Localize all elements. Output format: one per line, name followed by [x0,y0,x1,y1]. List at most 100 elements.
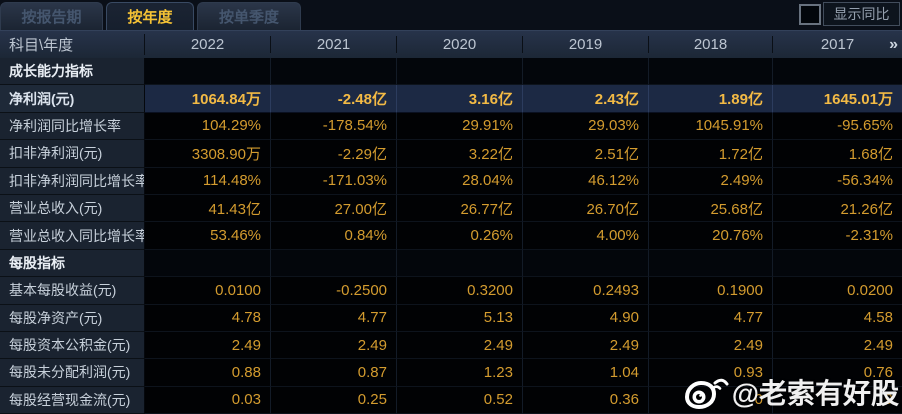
table-row[interactable]: 营业总收入(元) 41.43亿 27.00亿 26.77亿 26.70亿 25.68亿 21… [0,194,902,223]
tab-by-year[interactable]: 按年度 [106,2,194,30]
value-cell: 5.13 [397,304,523,332]
value-cell [397,249,523,278]
value-cell: 0.36 [523,386,649,414]
value-cell: 0.87 [271,359,397,387]
value-cell: 4.77 [271,304,397,332]
value-cell: 0.1900 [649,277,773,305]
table-row[interactable]: 每股资本公积金(元) 2.49 2.49 2.49 2.49 2.49 2.49 [0,331,902,360]
value-cell: 0.3200 [397,277,523,305]
row-label: 营业总收入(元) [0,194,145,223]
value-cell: 0.25 [271,386,397,414]
year-header-2018[interactable]: 2018 [649,36,773,53]
tab-by-quarter[interactable]: 按单季度 [197,2,301,30]
row-label: 扣非净利润同比增长率 [0,167,145,195]
value-cell: 4.78 [145,304,271,332]
value-cell: 0.0100 [145,277,271,305]
section-header-row: 成长能力指标 [0,58,902,86]
value-cell: 114.48% [145,167,271,195]
row-label: 每股资本公积金(元) [0,331,145,360]
value-cell: 2.43亿 [523,85,649,113]
year-header-2017[interactable]: 2017 » [773,35,902,54]
value-cell: 2.49 [649,331,773,360]
section-header-row: 每股指标 [0,249,902,278]
table-row[interactable]: 每股净资产(元) 4.78 4.77 5.13 4.90 4.77 4.58 [0,304,902,332]
row-label: 营业总收入同比增长率 [0,222,145,250]
period-tabbar: 按报告期 按年度 按单季度 显示同比 [0,0,902,30]
tab-by-report-period[interactable]: 按报告期 [0,2,103,30]
row-label: 净利润(元) [0,85,145,113]
year-header-2022[interactable]: 2022 [145,36,271,53]
value-cell: 4.90 [523,304,649,332]
table-row[interactable]: 营业总收入同比增长率 53.46% 0.84% 0.26% 4.00% 20.76% -2.… [0,222,902,250]
value-cell: 1.89亿 [649,85,773,113]
row-label: 扣非净利润(元) [0,140,145,168]
value-cell [397,58,523,86]
value-cell: 26.77亿 [397,194,523,223]
value-cell: 41.43亿 [145,194,271,223]
value-cell: 3308.90万 [145,140,271,168]
value-cell: 1064.84万 [145,85,271,113]
value-cell: -2.48亿 [271,85,397,113]
value-cell: 25.68亿 [649,194,773,223]
row-label: 基本每股收益(元) [0,277,145,305]
table-row[interactable]: 扣非净利润同比增长率 114.48% -171.03% 28.04% 46.12% 2.4… [0,167,902,195]
value-cell: -2.31% [773,222,902,250]
value-cell: 27.00亿 [271,194,397,223]
table-row[interactable]: 每股经营现金流(元) 0.03 0.25 0.52 0.36 0 9 [0,386,902,414]
value-cell: 9 [773,386,902,414]
show-yoy-label[interactable]: 显示同比 [823,2,900,26]
value-cell: 28.04% [397,167,523,195]
value-cell: 1.04 [523,359,649,387]
value-cell: 1045.91% [649,112,773,141]
value-cell: 1.68亿 [773,140,902,168]
value-cell: 0.88 [145,359,271,387]
value-cell [773,249,902,278]
table-body: 成长能力指标 净利润(元) 1064.84万 -2.48亿 3.16亿 2.43亿 1.89… [0,58,902,414]
value-cell: -171.03% [271,167,397,195]
value-cell: -95.65% [773,112,902,141]
row-label: 净利润同比增长率 [0,112,145,141]
value-cell: -2.29亿 [271,140,397,168]
show-yoy-checkbox[interactable] [799,4,821,25]
value-cell [145,58,271,86]
value-cell: 0.84% [271,222,397,250]
financial-indicators-table: 科目\年度 2022 2021 2020 2019 2018 2017 » 成长… [0,30,902,414]
more-years-icon[interactable]: » [889,35,898,53]
value-cell: 3.22亿 [397,140,523,168]
value-cell [523,249,649,278]
value-cell: 0.93 [649,359,773,387]
value-cell: 2.49% [649,167,773,195]
value-cell [271,249,397,278]
corner-header: 科目\年度 [0,34,145,55]
value-cell: 3.16亿 [397,85,523,113]
value-cell: 2.49 [145,331,271,360]
value-cell: 2.49 [271,331,397,360]
value-cell: 1.23 [397,359,523,387]
row-label: 每股经营现金流(元) [0,386,145,414]
table-row[interactable]: 扣非净利润(元) 3308.90万 -2.29亿 3.22亿 2.51亿 1.72亿 1.6… [0,140,902,168]
value-cell: 0.0200 [773,277,902,305]
value-cell: 4.00% [523,222,649,250]
table-row[interactable]: 每股未分配利润(元) 0.88 0.87 1.23 1.04 0.93 0.76 [0,359,902,387]
table-header-row: 科目\年度 2022 2021 2020 2019 2018 2017 » [0,30,902,58]
value-cell: 21.26亿 [773,194,902,223]
table-row[interactable]: 基本每股收益(元) 0.0100 -0.2500 0.3200 0.2493 0.1900… [0,277,902,305]
value-cell: 20.76% [649,222,773,250]
value-cell [523,58,649,86]
value-cell [271,58,397,86]
value-cell: 29.03% [523,112,649,141]
year-header-2020[interactable]: 2020 [397,36,523,53]
table-row[interactable]: 净利润(元) 1064.84万 -2.48亿 3.16亿 2.43亿 1.89亿 1645.… [0,85,902,113]
value-cell: 2.49 [773,331,902,360]
value-cell [145,249,271,278]
value-cell: 0.2493 [523,277,649,305]
value-cell: 0.26% [397,222,523,250]
year-header-2021[interactable]: 2021 [271,36,397,53]
value-cell: 4.77 [649,304,773,332]
value-cell [649,58,773,86]
row-label: 每股净资产(元) [0,304,145,332]
value-cell: 104.29% [145,112,271,141]
table-row[interactable]: 净利润同比增长率 104.29% -178.54% 29.91% 29.03% 1045.… [0,112,902,141]
year-header-2019[interactable]: 2019 [523,36,649,53]
value-cell [649,249,773,278]
